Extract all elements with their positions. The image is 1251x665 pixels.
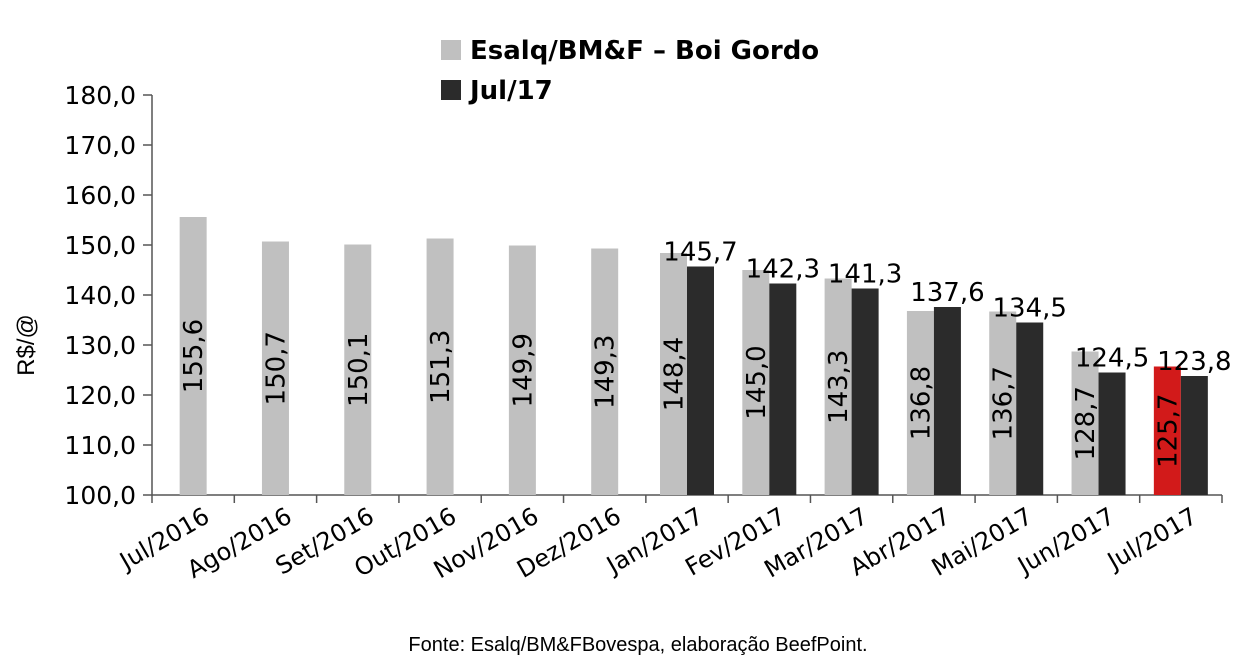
y-tick-label: 170,0: [64, 131, 136, 160]
x-tick-label: Jul/2017: [1101, 502, 1202, 576]
bar-series-1: [824, 278, 852, 495]
bar-series-2: [1016, 322, 1044, 495]
data-label-series-1: 155,6: [179, 319, 209, 393]
data-label-series-2: 145,7: [663, 238, 737, 268]
y-tick-label: 180,0: [64, 81, 136, 110]
bar-series-2: [933, 307, 961, 495]
bar-series-1: [426, 238, 454, 495]
data-label-series-2: 141,3: [828, 260, 902, 290]
y-tick-label: 140,0: [64, 281, 136, 310]
bar-series-1: [508, 245, 536, 495]
bar-series-2: [1098, 372, 1126, 495]
bar-series-1: [1153, 366, 1181, 495]
data-label-series-1: 136,8: [906, 366, 936, 440]
data-label-series-1: 143,3: [824, 350, 854, 424]
bar-series-1: [344, 244, 372, 495]
source-note: Fonte: Esalq/BM&FBovespa, elaboração Bee…: [408, 634, 867, 656]
y-axis-title: R$/@: [13, 314, 40, 376]
y-tick-label: 110,0: [64, 431, 136, 460]
bar-series-2: [769, 283, 797, 495]
x-tick-labels: Jul/2016Ago/2016Set/2016Out/2016Nov/2016…: [113, 502, 1201, 584]
data-label-series-1: 148,4: [660, 337, 690, 411]
y-tick-label: 160,0: [64, 181, 136, 210]
data-label-series-1: 149,3: [591, 335, 621, 409]
data-label-series-1: 149,9: [508, 333, 538, 407]
legend: Esalq/BM&F – Boi Gordo Jul/17: [441, 36, 819, 106]
legend-swatch-series-2: [441, 80, 461, 100]
axes: 100,0 110,0 120,0 130,0 140,0 150,0 160,0 170,0…: [64, 81, 1223, 510]
legend-swatch-series-1: [441, 40, 461, 60]
data-label-series-2: 123,8: [1157, 347, 1231, 377]
legend-label-series-2: Jul/17: [468, 76, 553, 106]
data-label-series-2: 137,6: [910, 278, 984, 308]
data-label-series-1: 151,3: [426, 330, 456, 404]
data-label-series-2: 124,5: [1075, 344, 1149, 374]
bar-series-1: [179, 217, 207, 495]
y-tick-label: 100,0: [64, 481, 136, 510]
y-tick-label: 130,0: [64, 331, 136, 360]
bar-series-1: [1071, 351, 1099, 495]
bars: 155,6 150,7 150,1 151,3 149,9 149,3 148,4 145,7…: [179, 217, 1232, 495]
data-label-series-1: 145,0: [742, 345, 772, 419]
bar-series-1: [261, 241, 289, 495]
bar-series-2: [1180, 376, 1208, 495]
bar-series-1: [989, 311, 1017, 495]
legend-label-series-1: Esalq/BM&F – Boi Gordo: [470, 36, 819, 66]
y-tick-label: 120,0: [64, 381, 136, 410]
bar-series-1: [591, 248, 619, 495]
data-label-series-1: 125,7: [1153, 394, 1183, 468]
data-label-series-1: 136,7: [989, 366, 1019, 440]
bar-series-2: [851, 288, 879, 495]
data-label-series-1: 150,7: [261, 331, 291, 405]
bar-series-1: [906, 311, 934, 495]
bar-series-2: [687, 266, 714, 495]
y-tick-label: 150,0: [64, 231, 136, 260]
bar-series-1: [742, 270, 770, 495]
data-label-series-1: 128,7: [1071, 386, 1101, 460]
data-label-series-2: 134,5: [993, 294, 1067, 324]
data-label-series-2: 142,3: [746, 255, 820, 285]
bar-series-1: [660, 253, 687, 495]
data-label-series-1: 150,1: [344, 333, 374, 407]
